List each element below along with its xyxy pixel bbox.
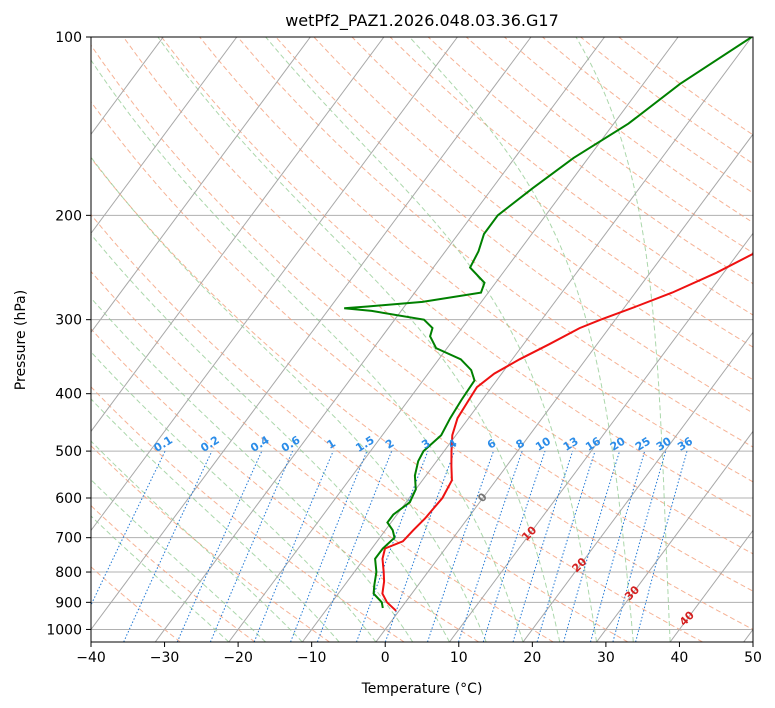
- chart-title: wetPf2_PAZ1.2026.048.03.36.G17: [285, 11, 559, 31]
- isotherm-line: [154, 37, 605, 642]
- mixing-ratio-line: [384, 450, 456, 642]
- y-axis-label: Pressure (hPa): [13, 290, 29, 390]
- mixing-ratio-line: [590, 450, 646, 642]
- isotherm-line: [596, 430, 753, 642]
- dewpoint-profile-line: [344, 37, 753, 609]
- x-tick-label: −40: [76, 650, 106, 666]
- x-tick-label: −30: [150, 650, 180, 666]
- isotherm-line: [522, 331, 753, 642]
- x-tick-label: 20: [523, 650, 541, 666]
- dry-adiabat-line: [237, 37, 753, 448]
- mixing-ratio-line: [290, 450, 368, 642]
- x-tick-label: 40: [671, 650, 689, 666]
- dry-adiabat-line: [91, 270, 554, 642]
- y-tick-label: 100: [55, 30, 82, 46]
- isotherm-line: [91, 37, 532, 631]
- x-tick-label: −20: [223, 650, 253, 666]
- isotherm-line: [375, 133, 753, 642]
- mixing-ratio-line: [482, 450, 546, 642]
- dry-adiabat-line: [91, 100, 753, 630]
- mixing-ratio-line: [123, 450, 213, 642]
- isotherm-line: [669, 529, 753, 642]
- mixing-ratio-line: [635, 450, 688, 642]
- moist-adiabat-line: [91, 233, 450, 642]
- moist-adiabat-line: [575, 37, 671, 642]
- isotherm-line: [91, 37, 238, 235]
- moist-adiabat-line: [409, 37, 634, 642]
- y-tick-label: 500: [55, 444, 82, 460]
- mixing-ratio-line: [209, 450, 294, 642]
- x-axis-label: Temperature (°C): [361, 681, 483, 697]
- mixing-ratio-line: [458, 450, 523, 642]
- isotherm-line: [449, 232, 753, 642]
- x-tick-label: 10: [450, 650, 468, 666]
- dry-adiabat-line: [91, 445, 330, 642]
- plot-area: [91, 37, 753, 642]
- temperature-profile-line: [381, 252, 753, 612]
- mixing-ratio-line: [563, 450, 621, 642]
- mixing-ratio-line: [427, 450, 494, 642]
- isotherm-line: [301, 37, 753, 642]
- mixing-ratio-line: [536, 450, 596, 642]
- isotherm-line: [91, 37, 458, 532]
- mixing-ratio-line: [176, 450, 263, 642]
- x-tick-label: −10: [297, 650, 327, 666]
- y-tick-label: 200: [55, 208, 82, 224]
- moist-adiabat-line: [91, 398, 340, 642]
- moist-adiabat-line: [91, 297, 414, 642]
- mixing-ratio-line: [356, 450, 429, 642]
- mixing-ratio-line: [253, 450, 334, 642]
- y-tick-label: 400: [55, 387, 82, 403]
- plot-frame: [90, 36, 754, 643]
- x-tick-label: 30: [597, 650, 615, 666]
- moist-adiabat-line: [91, 59, 524, 642]
- isotherm-line: [91, 37, 311, 334]
- background-reference-lines: [91, 37, 753, 642]
- moist-adiabat-line: [265, 37, 598, 642]
- axis-ticks: −40 −30 −20 −10 0 10 20 30 40 50 100 200 300 400 500 60…: [46, 30, 762, 666]
- dry-adiabat-line: [91, 328, 479, 642]
- moist-adiabat-line: [91, 156, 487, 642]
- dry-adiabat-line: [91, 213, 629, 642]
- y-tick-label: 300: [55, 313, 82, 329]
- profiles: [344, 37, 753, 612]
- y-tick-label: 1000: [46, 622, 82, 638]
- mixing-ratio-line: [512, 450, 574, 642]
- moist-adiabat-line: [91, 479, 266, 642]
- x-tick-label: 0: [381, 650, 390, 666]
- dry-adiabat-line: [161, 37, 753, 518]
- isotherm-line: [91, 37, 385, 433]
- y-tick-label: 800: [55, 565, 82, 581]
- y-tick-label: 700: [55, 531, 82, 547]
- moist-adiabat-line: [157, 37, 561, 642]
- dry-adiabat-line: [199, 37, 753, 483]
- isotherm-line: [228, 37, 679, 642]
- mixing-ratio-line: [612, 450, 667, 642]
- mixing-ratio-line: [316, 450, 393, 642]
- x-tick-label: 50: [744, 650, 762, 666]
- dry-adiabat-line: [91, 566, 181, 642]
- y-tick-label: 600: [55, 491, 82, 507]
- y-tick-label: 900: [55, 595, 82, 611]
